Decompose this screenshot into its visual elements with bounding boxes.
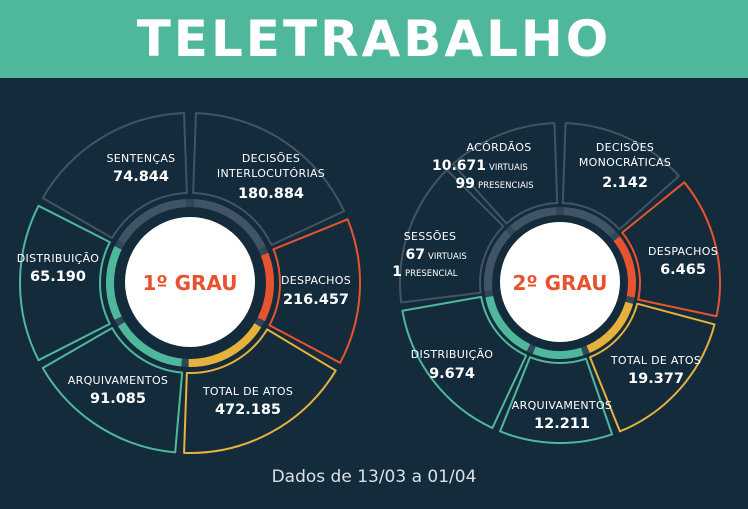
acordaos-ring-arc bbox=[510, 207, 557, 232]
center-disc bbox=[500, 222, 620, 342]
decisoes-ring-arc bbox=[563, 207, 616, 237]
decisoes-value: 2.142 bbox=[602, 175, 648, 191]
distribuicao-label: DISTRIBUIÇÃO bbox=[411, 348, 493, 361]
arquivamentos-ring-arc bbox=[117, 322, 183, 367]
page-title: TELETRABALHO bbox=[136, 10, 612, 68]
distribuicao-segment bbox=[401, 295, 528, 430]
despachos-label: DESPACHOS bbox=[648, 245, 718, 258]
decisoes-label-line1: DECISÕES bbox=[242, 152, 300, 165]
arquivamentos-ring-arc bbox=[532, 346, 584, 359]
despachos-segment bbox=[621, 181, 721, 318]
decisoes-value: 180.884 bbox=[238, 186, 304, 202]
sessoes-label: SESSÕES bbox=[404, 230, 457, 243]
arquivamentos-segment bbox=[41, 327, 184, 454]
ring-segments-segundo bbox=[484, 207, 636, 359]
despachos-ring-arc bbox=[257, 252, 274, 322]
arquivamentos-label: ARQUIVAMENTOS bbox=[512, 399, 612, 412]
sentencas-segment bbox=[41, 112, 188, 239]
decisoes-label-line1: DECISÕES bbox=[596, 141, 654, 154]
decisoes-label-line2: INTERLOCUTÓRIAS bbox=[217, 167, 325, 180]
total-ring-arc bbox=[188, 323, 262, 367]
total-segment bbox=[588, 302, 716, 433]
decisoes-segment bbox=[561, 122, 680, 231]
sentencas-label: SENTENÇAS bbox=[107, 152, 176, 165]
arquivamentos-segment bbox=[499, 356, 614, 444]
acordaos-label: ACÓRDÃOS bbox=[467, 141, 532, 154]
decisoes-ring-arc bbox=[193, 199, 266, 250]
sentencas-value: 74.844 bbox=[113, 169, 169, 185]
wheel-primeiro-grau bbox=[19, 112, 361, 454]
decisoes-label-line2: MONOCRÁTICAS bbox=[579, 156, 671, 169]
center-label-segundo: 2º GRAU bbox=[512, 271, 607, 295]
sessoes-presencial-number: 1 bbox=[392, 264, 402, 280]
arquivamentos-value: 12.211 bbox=[534, 416, 590, 432]
decisoes-segment bbox=[192, 112, 346, 246]
sessoes-presencial-word: PRESENCIAL bbox=[405, 269, 458, 279]
sentencas-ring-arc bbox=[117, 199, 187, 244]
sessoes-virtuais-word: VIRTUAIS bbox=[428, 252, 467, 262]
center-label-primeiro: 1º GRAU bbox=[142, 271, 237, 295]
acordaos-virtuais-word: VIRTUAIS bbox=[489, 163, 528, 173]
total-segment bbox=[183, 328, 337, 454]
despachos-segment bbox=[268, 218, 361, 364]
sessoes-virtuais-number: 67 bbox=[406, 247, 425, 263]
acordaos-presenciais-word: PRESENCIAIS bbox=[478, 181, 534, 191]
date-range-caption: Dados de 13/03 a 01/04 bbox=[271, 467, 477, 487]
title-banner bbox=[0, 0, 748, 78]
distribuicao-segment bbox=[19, 204, 111, 362]
total-value: 19.377 bbox=[628, 371, 684, 387]
acordaos-virtuais-number: 10.671 bbox=[432, 158, 486, 174]
despachos-value: 6.465 bbox=[660, 262, 706, 278]
ring-segments-primeiro bbox=[106, 199, 274, 367]
acordaos-presenciais-number: 99 bbox=[456, 176, 475, 192]
arquivamentos-label: ARQUIVAMENTOS bbox=[68, 374, 168, 387]
despachos-ring-arc bbox=[613, 236, 636, 298]
sessoes-segment bbox=[399, 168, 505, 304]
center-disc bbox=[125, 217, 255, 347]
total-value: 472.185 bbox=[215, 402, 281, 418]
arquivamentos-value: 91.085 bbox=[90, 391, 146, 407]
distribuicao-value: 65.190 bbox=[30, 269, 86, 285]
distribuicao-ring-arc bbox=[485, 295, 531, 352]
total-label: TOTAL DE ATOS bbox=[202, 385, 293, 398]
wheel-segundo-grau bbox=[399, 122, 721, 444]
total-ring-arc bbox=[586, 301, 634, 353]
total-label: TOTAL DE ATOS bbox=[610, 354, 701, 367]
sessoes-ring-arc bbox=[484, 230, 512, 291]
distribuicao-value: 9.674 bbox=[429, 366, 475, 382]
distribuicao-ring-arc bbox=[106, 246, 122, 320]
distribuicao-label: DISTRIBUIÇÃO bbox=[17, 252, 99, 265]
acordaos-segment bbox=[451, 122, 559, 225]
despachos-value: 216.457 bbox=[283, 292, 349, 308]
despachos-label: DESPACHOS bbox=[281, 274, 351, 287]
